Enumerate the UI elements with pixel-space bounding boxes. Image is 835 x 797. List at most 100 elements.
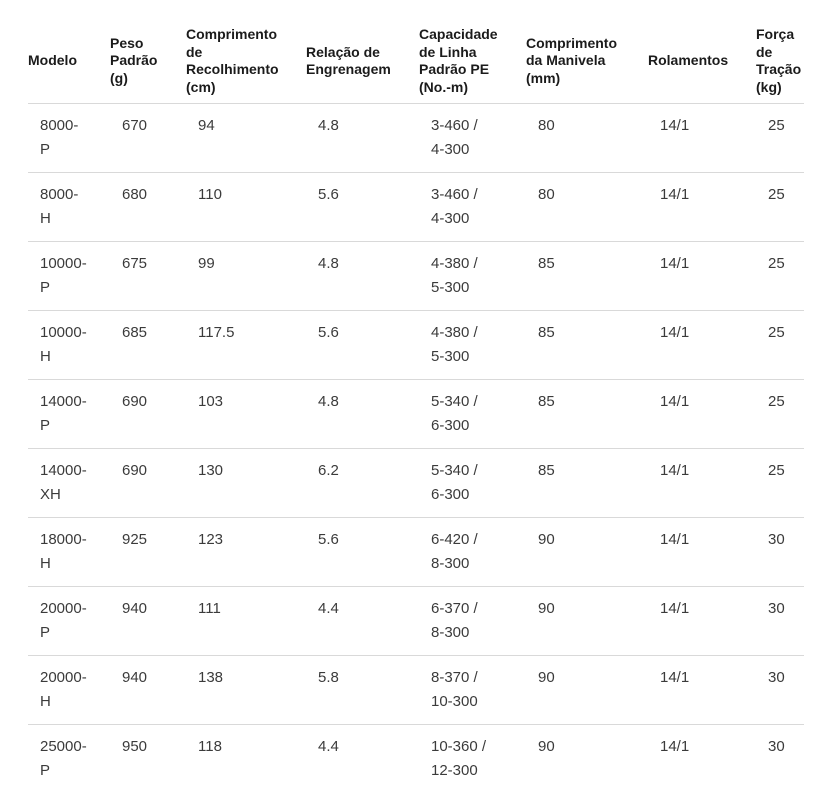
reel-specs-table: Modelo Peso Padrão (g) Comprimento de Reco… xyxy=(28,0,804,794)
cell-capacidade_linha_pe: 6-420 / 8-300 xyxy=(419,517,526,587)
cell-rolamentos: 14/1 xyxy=(648,517,756,587)
cell-forca_tracao_kg: 25 xyxy=(756,103,804,173)
cell-forca_tracao_kg: 25 xyxy=(756,172,804,242)
cell-comprimento_recolhimento_cm: 99 xyxy=(186,241,306,311)
cell-comprimento_recolhimento_cm: 130 xyxy=(186,448,306,518)
cell-comprimento_recolhimento_cm: 111 xyxy=(186,586,306,656)
cell-comprimento_manivela_mm: 90 xyxy=(526,517,648,587)
cell-modelo: 8000- P xyxy=(28,103,110,173)
cell-relacao_engrenagem: 4.8 xyxy=(306,241,419,311)
cell-comprimento_recolhimento_cm: 117.5 xyxy=(186,310,306,380)
cell-capacidade_linha_pe: 5-340 / 6-300 xyxy=(419,379,526,449)
cell-peso_padrao_g: 670 xyxy=(110,103,186,173)
cell-modelo: 20000- P xyxy=(28,586,110,656)
cell-capacidade_linha_pe: 6-370 / 8-300 xyxy=(419,586,526,656)
cell-peso_padrao_g: 690 xyxy=(110,448,186,518)
cell-comprimento_manivela_mm: 90 xyxy=(526,586,648,656)
cell-modelo: 10000- P xyxy=(28,241,110,311)
cell-capacidade_linha_pe: 10-360 / 12-300 xyxy=(431,738,487,779)
cell-rolamentos: 14/1 xyxy=(660,738,690,755)
cell-rolamentos: 14/1 xyxy=(648,379,756,449)
cell-modelo: 8000- H xyxy=(28,172,110,242)
cell-relacao_engrenagem: 6.2 xyxy=(306,448,419,518)
cell-comprimento_manivela_mm: 90 xyxy=(538,738,555,755)
cell-capacidade_linha_pe: 4-380 / 5-300 xyxy=(419,310,526,380)
column-header-relacao_engrenagem: Relação de Engrenagem xyxy=(306,0,419,104)
cell-peso_padrao_g: 690 xyxy=(110,379,186,449)
cell-modelo: 14000- P xyxy=(28,379,110,449)
cell-forca_tracao_kg: 25 xyxy=(756,241,804,311)
cell-modelo: 10000- H xyxy=(28,310,110,380)
header-row: Modelo Peso Padrão (g) Comprimento de Reco… xyxy=(28,0,804,104)
cell-relacao_engrenagem: 4.8 xyxy=(306,379,419,449)
table-row: 10000- H 685 117.5 5.6 4-380 / 5-300 85 14/1 25 xyxy=(28,310,804,380)
cell-relacao_engrenagem: 4.4 xyxy=(318,738,339,755)
cell-comprimento_recolhimento_cm: 94 xyxy=(186,103,306,173)
column-header-capacidade_linha_pe: Capacidade de Linha Padrão PE (No.-m) xyxy=(419,0,526,104)
cell-comprimento_manivela_mm: 80 xyxy=(526,103,648,173)
table-row: 20000- P 940 111 4.4 6-370 / 8-300 90 14/1 30 xyxy=(28,586,804,656)
cell-capacidade_linha_pe: 8-370 / 10-300 xyxy=(419,655,526,725)
cell-rolamentos: 14/1 xyxy=(648,310,756,380)
cell-rolamentos: 14/1 xyxy=(648,448,756,518)
cell-modelo: 20000- H xyxy=(28,655,110,725)
cell-relacao_engrenagem: 4.8 xyxy=(306,103,419,173)
cell-forca_tracao_kg: 25 xyxy=(756,379,804,449)
cell-modelo: 14000- XH xyxy=(28,448,110,518)
cell-rolamentos: 14/1 xyxy=(648,586,756,656)
cell-forca_tracao_kg: 30 xyxy=(756,586,804,656)
cell-relacao_engrenagem: 5.6 xyxy=(306,172,419,242)
table-row: 25000- P 950 118 4.4 10-360 / 12-300 90 14/1 30 xyxy=(28,725,804,794)
column-header-rolamentos: Rolamentos xyxy=(648,0,756,104)
table-row: 8000- P 670 94 4.8 3-460 / 4-300 80 14/1 25 xyxy=(28,103,804,173)
cell-peso_padrao_g: 940 xyxy=(110,655,186,725)
cell-capacidade_linha_pe: 4-380 / 5-300 xyxy=(419,241,526,311)
cell-forca_tracao_kg: 30 xyxy=(768,738,785,755)
table-body: 8000- P 670 94 4.8 3-460 / 4-300 80 14/1 25 8000… xyxy=(28,103,804,794)
column-header-comprimento_recolhimento_cm: Comprimento de Recolhimento (cm) xyxy=(186,0,306,104)
cell-peso_padrao_g: 940 xyxy=(110,586,186,656)
cell-comprimento_recolhimento_cm: 138 xyxy=(186,655,306,725)
cell-capacidade_linha_pe: 3-460 / 4-300 xyxy=(419,172,526,242)
table-row: 18000- H 925 123 5.6 6-420 / 8-300 90 14/1 30 xyxy=(28,517,804,587)
cell-relacao_engrenagem: 5.6 xyxy=(306,310,419,380)
cell-peso_padrao_g: 950 xyxy=(122,738,148,755)
cell-peso_padrao_g: 680 xyxy=(110,172,186,242)
cell-relacao_engrenagem: 5.8 xyxy=(306,655,419,725)
cell-capacidade_linha_pe: 5-340 / 6-300 xyxy=(419,448,526,518)
cell-comprimento_recolhimento_cm: 103 xyxy=(186,379,306,449)
cell-peso_padrao_g: 675 xyxy=(110,241,186,311)
cell-peso_padrao_g: 925 xyxy=(110,517,186,587)
cell-rolamentos: 14/1 xyxy=(648,241,756,311)
cell-forca_tracao_kg: 25 xyxy=(756,310,804,380)
cell-modelo: 18000- H xyxy=(28,517,110,587)
cell-forca_tracao_kg: 30 xyxy=(756,517,804,587)
cell-comprimento_manivela_mm: 90 xyxy=(526,655,648,725)
table-row: 20000- H 940 138 5.8 8-370 / 10-300 90 14/1 30 xyxy=(28,655,804,725)
column-header-comprimento_manivela_mm: Comprimento da Manivela (mm) xyxy=(526,0,648,104)
cell-forca_tracao_kg: 25 xyxy=(756,448,804,518)
cell-capacidade_linha_pe: 3-460 / 4-300 xyxy=(419,103,526,173)
column-header-modelo: Modelo xyxy=(28,0,110,104)
column-header-peso_padrao_g: Peso Padrão (g) xyxy=(110,0,186,104)
cell-forca_tracao_kg: 30 xyxy=(756,655,804,725)
cell-comprimento_recolhimento_cm: 118 xyxy=(198,738,222,755)
table-header: Modelo Peso Padrão (g) Comprimento de Reco… xyxy=(28,0,804,104)
cell-modelo: 25000- P xyxy=(40,738,87,779)
cell-rolamentos: 14/1 xyxy=(648,655,756,725)
table-row: 8000- H 680 110 5.6 3-460 / 4-300 80 14/1 25 xyxy=(28,172,804,242)
cell-comprimento_recolhimento_cm: 123 xyxy=(186,517,306,587)
cell-rolamentos: 14/1 xyxy=(648,103,756,173)
cell-rolamentos: 14/1 xyxy=(648,172,756,242)
table-row: 10000- P 675 99 4.8 4-380 / 5-300 85 14/1 25 xyxy=(28,241,804,311)
cell-relacao_engrenagem: 4.4 xyxy=(306,586,419,656)
column-header-forca_tracao_kg: Força de Tração (kg) xyxy=(756,0,804,104)
cell-relacao_engrenagem: 5.6 xyxy=(306,517,419,587)
cell-comprimento_manivela_mm: 85 xyxy=(526,241,648,311)
cell-comprimento_manivela_mm: 85 xyxy=(526,448,648,518)
table-row: 14000- XH 690 130 6.2 5-340 / 6-300 85 14/1 25 xyxy=(28,448,804,518)
cell-comprimento_recolhimento_cm: 110 xyxy=(186,172,306,242)
cell-peso_padrao_g: 685 xyxy=(110,310,186,380)
cell-comprimento_manivela_mm: 85 xyxy=(526,379,648,449)
